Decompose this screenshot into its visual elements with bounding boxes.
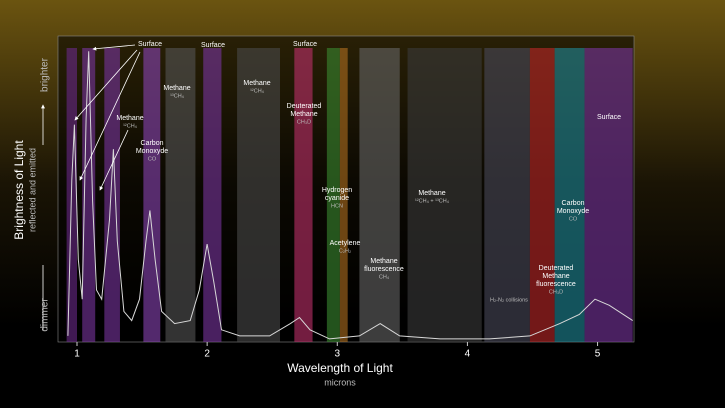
absorption-band xyxy=(484,48,530,342)
annotation: Monoxyde xyxy=(557,208,589,215)
absorption-band xyxy=(407,48,482,342)
absorption-band xyxy=(359,48,400,342)
y-axis-label: Brightness of Light xyxy=(12,140,26,240)
spectrum-line xyxy=(67,51,633,340)
annotation-formula: CO xyxy=(569,216,578,222)
absorption-band xyxy=(237,48,281,342)
absorption-band xyxy=(104,48,120,342)
absorption-band xyxy=(554,48,585,342)
absorption-band xyxy=(203,48,222,342)
annotation: Methane xyxy=(370,258,397,265)
absorption-band xyxy=(326,48,340,342)
y-high-label: brighter xyxy=(40,57,51,92)
annotation: Surface xyxy=(201,42,225,49)
annotation: cyanide xyxy=(325,195,349,202)
absorption-band xyxy=(82,48,96,342)
annotation: Deuterated xyxy=(287,103,322,110)
arrows xyxy=(41,44,141,330)
annotation-formula: H₂-N₂ collisions xyxy=(490,297,528,303)
annotation-formula: ¹²CH₄ xyxy=(123,123,138,129)
x-tick-label: 3 xyxy=(334,349,340,360)
annotation: Carbon xyxy=(562,200,585,207)
absorption-band xyxy=(143,48,161,342)
annotation: Surface xyxy=(293,41,317,48)
y-low-label: dimmer xyxy=(40,298,51,332)
absorption-band xyxy=(584,48,633,342)
annotation: Hydrogen xyxy=(322,187,352,194)
absorption-band xyxy=(294,48,313,342)
annotation-formula: CH₃D xyxy=(549,289,563,295)
annotation: Surface xyxy=(597,114,621,121)
annotation-formula: ¹²CH₄ + ¹³CH₄ xyxy=(415,198,450,204)
x-tick-label: 4 xyxy=(465,349,471,360)
annotation: Methane xyxy=(290,111,317,118)
annotation: Methane xyxy=(243,80,270,87)
x-axis-sublabel: microns xyxy=(324,377,356,387)
y-axis-sublabel: reflected and emitted xyxy=(27,148,37,232)
annotation-formula: ¹³CH₄ xyxy=(170,93,185,99)
annotation: Methane xyxy=(163,85,190,92)
annotation: fluorescence xyxy=(364,266,404,273)
annotation-formula: C₂H₂ xyxy=(339,248,351,254)
annotation: Surface xyxy=(138,41,162,48)
absorption-band xyxy=(165,48,196,342)
annotation: Carbon xyxy=(141,140,164,147)
annotation-formula: CH₃D xyxy=(297,119,311,125)
annotation-formula: ¹²CH₄ xyxy=(250,88,265,94)
x-tick-label: 5 xyxy=(595,349,601,360)
absorption-band xyxy=(339,48,348,342)
annotation: Deuterated xyxy=(539,265,574,272)
annotation-formula: CH₄ xyxy=(379,274,390,280)
annotation: Methane xyxy=(542,273,569,280)
annotation-formula: CO xyxy=(148,156,157,162)
annotation: Methane xyxy=(418,190,445,197)
x-tick-label: 2 xyxy=(204,349,210,360)
x-axis-label: Wavelength of Light xyxy=(287,361,393,375)
annotation: Methane xyxy=(116,115,143,122)
x-tick-label: 1 xyxy=(74,349,80,360)
annotation: Acetylene xyxy=(330,240,361,247)
annotation: Monoxyde xyxy=(136,148,168,155)
annotation: fluorescence xyxy=(536,281,576,288)
annotation-formula: HCN xyxy=(331,203,343,209)
absorption-band xyxy=(529,48,555,342)
